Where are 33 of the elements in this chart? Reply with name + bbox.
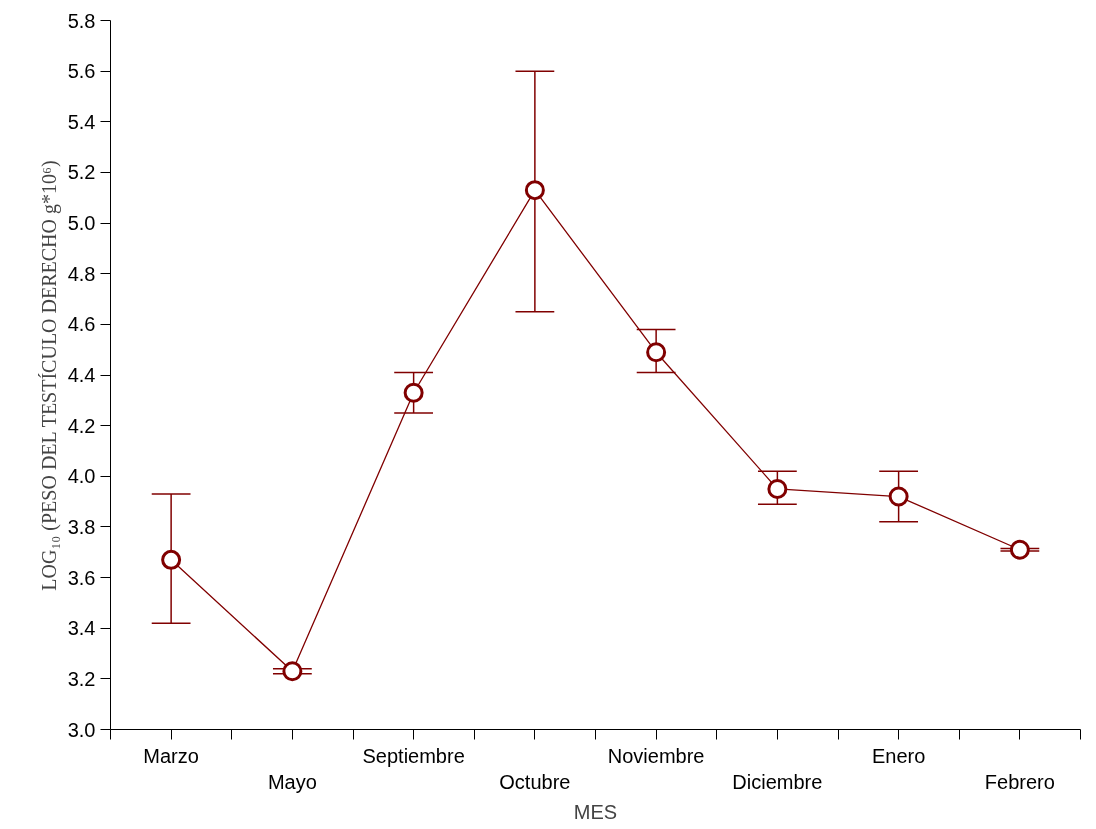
- x-tick-label: Septiembre: [362, 744, 465, 767]
- y-axis-title: LOG₁₀ (PESO DEL TESTÍCULO DERECHO g*10⁶): [37, 160, 61, 591]
- x-tick-label: Octubre: [499, 770, 571, 793]
- y-tick-label: 5.2: [67, 161, 96, 184]
- y-tick-label: 5.8: [67, 9, 96, 32]
- y-tick-label: 5.6: [67, 60, 96, 83]
- point: [161, 549, 182, 570]
- y-tick-label: 5.4: [67, 110, 96, 133]
- y-tick-label: 4.2: [67, 414, 96, 437]
- y-tick-label: 3.4: [67, 617, 96, 640]
- point: [646, 342, 667, 363]
- y-tick-label: 5.0: [67, 212, 96, 235]
- x-tick-label: Diciembre: [732, 770, 823, 793]
- x-tick-label: Noviembre: [607, 744, 705, 767]
- y-tick-label: 4.4: [67, 364, 96, 386]
- y-tick-label: 3.6: [67, 566, 96, 589]
- y-tick-label: 3.0: [67, 718, 96, 741]
- x-tick-label: Febrero: [984, 770, 1055, 793]
- point: [1009, 539, 1030, 560]
- x-tick-label: Marzo: [143, 744, 199, 767]
- x-tick-label: Mayo: [267, 770, 317, 793]
- point: [888, 486, 909, 507]
- x-tick-label: Enero: [871, 744, 926, 767]
- y-tick-label: 3.2: [67, 667, 96, 690]
- y-tick-label: 4.0: [67, 465, 96, 488]
- x-axis-title: MES: [573, 800, 618, 823]
- point: [282, 661, 303, 682]
- y-tick-label: 4.6: [67, 313, 96, 336]
- y-tick-label: 4.8: [67, 262, 96, 285]
- y-tick-label: 3.8: [67, 515, 96, 538]
- point: [403, 382, 424, 403]
- point: [524, 180, 545, 201]
- point: [767, 478, 788, 499]
